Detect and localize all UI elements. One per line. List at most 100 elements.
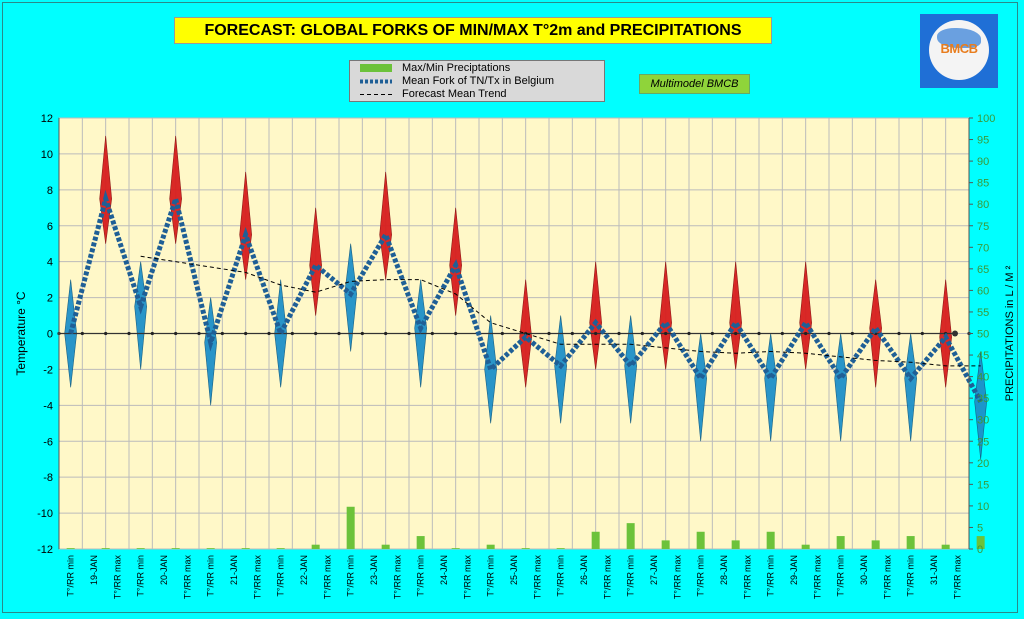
- zero-marker: [617, 331, 621, 336]
- precip-bar: [206, 548, 215, 549]
- min-fork-spike: [974, 351, 987, 460]
- zero-marker: [80, 331, 84, 336]
- precip-bar: [626, 523, 635, 549]
- min-fork-spike: [624, 315, 637, 424]
- chart-legend: Max/Min Preciptations Mean Fork of TN/Tx…: [349, 60, 605, 102]
- precip-bar: [556, 548, 565, 549]
- bmcb-logo: BMCB: [920, 14, 998, 88]
- precip-bar: [451, 548, 460, 549]
- x-tick-label: T°/RR max: [812, 555, 822, 600]
- model-badge: Multimodel BMCB: [639, 74, 750, 94]
- y2-tick-label: 0: [977, 544, 983, 556]
- x-tick-label: 30-JAN: [859, 555, 869, 585]
- precip-bar: [696, 531, 705, 549]
- x-tick-label: T°/RR min: [626, 555, 636, 597]
- zero-marker: [290, 331, 294, 336]
- y-tick-label: -2: [43, 364, 53, 376]
- x-tick-label: T°/RR min: [276, 555, 286, 597]
- precip-bar: [836, 536, 845, 549]
- precip-bar: [766, 531, 775, 549]
- max-fork-spike: [309, 207, 322, 316]
- y2-tick-label: 20: [977, 458, 989, 470]
- y-tick-label: 8: [47, 185, 53, 197]
- legend-item-precip: Max/Min Preciptations: [350, 62, 606, 75]
- zero-marker: [827, 331, 831, 336]
- axes: 121086420-2-4-6-8-10-1210095908580757065…: [14, 113, 1016, 599]
- zero-marker: [407, 331, 411, 336]
- x-tick-label: T°/RR min: [206, 555, 216, 597]
- y2-tick-label: 25: [977, 436, 989, 448]
- x-tick-label: T°/RR max: [602, 555, 612, 600]
- legend-label: Forecast Mean Trend: [402, 88, 507, 100]
- zero-marker: [734, 331, 738, 336]
- y2-tick-label: 45: [977, 350, 989, 362]
- y2-tick-label: 95: [977, 135, 989, 147]
- x-tick-label: T°/RR min: [136, 555, 146, 597]
- max-fork-spike: [239, 171, 252, 280]
- zero-marker: [920, 331, 924, 336]
- zero-marker: [360, 331, 364, 336]
- belgium-map-icon: [937, 28, 981, 48]
- precip-bar: [661, 540, 670, 549]
- min-fork-spike: [344, 243, 357, 352]
- y2-tick-label: 10: [977, 501, 989, 513]
- max-fork-spike: [729, 261, 742, 370]
- y2-tick-label: 35: [977, 393, 989, 405]
- y-tick-label: 10: [41, 149, 53, 161]
- y2-tick-label: 70: [977, 242, 989, 254]
- x-tick-label: T°/RR max: [462, 555, 472, 600]
- zero-marker: [267, 331, 271, 336]
- zero-marker: [664, 331, 668, 336]
- zero-marker: [500, 331, 504, 336]
- y2-tick-label: 30: [977, 415, 989, 427]
- min-fork-spike: [694, 333, 707, 442]
- zero-marker: [780, 331, 784, 336]
- y-tick-label: 4: [47, 257, 53, 269]
- chart-title: FORECAST: GLOBAL FORKS OF MIN/MAX T°2m a…: [174, 17, 772, 44]
- y2-tick-label: 50: [977, 329, 989, 341]
- x-tick-label: T°/RR max: [392, 555, 402, 600]
- y-axis-title: Temperature °C: [14, 291, 28, 375]
- x-tick-label: T°/RR max: [112, 555, 122, 600]
- zero-marker: [547, 331, 551, 336]
- x-tick-label: T°/RR max: [182, 555, 192, 600]
- zero-marker: [594, 331, 598, 336]
- x-tick-label: T°/RR min: [346, 555, 356, 597]
- min-fork-spike: [834, 333, 847, 442]
- precip-bar: [486, 544, 495, 549]
- x-tick-label: T°/RR min: [696, 555, 706, 597]
- x-tick-label: 23-JAN: [369, 555, 379, 585]
- precip-bar: [311, 544, 320, 549]
- zero-marker: [174, 331, 178, 336]
- x-tick-label: 24-JAN: [439, 555, 449, 585]
- zero-marker: [430, 331, 434, 336]
- zero-marker: [337, 331, 341, 336]
- x-tick-label: 19-JAN: [89, 555, 99, 585]
- y-tick-label: -12: [37, 544, 53, 556]
- x-tick-label: 29-JAN: [789, 555, 799, 585]
- zero-end-marker: [952, 330, 958, 337]
- x-tick-label: 25-JAN: [509, 555, 519, 585]
- y2-tick-label: 80: [977, 199, 989, 211]
- temperature-forks: [64, 135, 987, 460]
- zero-marker: [687, 331, 691, 336]
- zero-marker: [570, 331, 574, 336]
- x-tick-label: T°/RR min: [906, 555, 916, 597]
- x-tick-label: T°/RR min: [66, 555, 76, 597]
- zero-marker: [220, 331, 224, 336]
- trend-line: [140, 255, 981, 367]
- y2-tick-label: 100: [977, 113, 995, 125]
- precip-bar: [241, 548, 250, 549]
- y2-tick-label: 85: [977, 178, 989, 190]
- max-fork-spike: [379, 171, 392, 280]
- precip-bar: [101, 548, 110, 549]
- logo-text: BMCB: [940, 41, 979, 56]
- x-tick-label: T°/RR max: [322, 555, 332, 600]
- precip-bar: [731, 540, 740, 549]
- y2-tick-label: 65: [977, 264, 989, 276]
- precip-bar: [66, 548, 75, 549]
- x-tick-label: 22-JAN: [299, 555, 309, 585]
- max-fork-spike: [589, 261, 602, 370]
- mean-fork-line: [68, 189, 983, 403]
- x-tick-label: T°/RR min: [836, 555, 846, 597]
